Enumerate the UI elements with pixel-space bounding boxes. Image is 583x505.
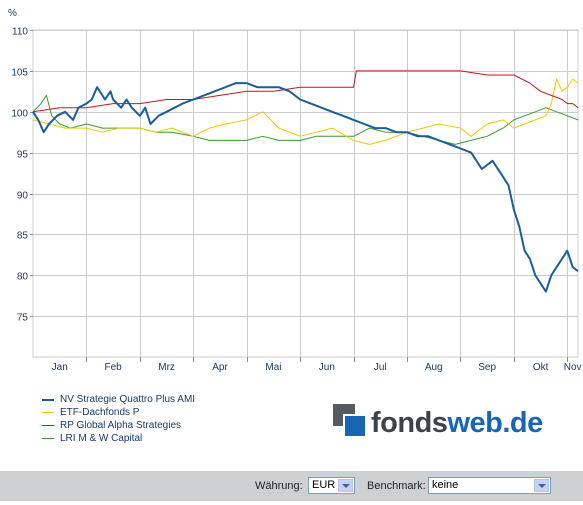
x-tick-label: Nov <box>564 362 582 373</box>
legend-item: NV Strategie Quattro Plus AMI <box>42 393 195 406</box>
legend-swatch-rp <box>42 425 54 426</box>
y-tick-label: 80 <box>17 272 29 283</box>
legend-swatch-lri <box>42 438 54 439</box>
y-tick-label: 100 <box>11 109 28 120</box>
y-tick-label: 90 <box>17 191 29 202</box>
fondsweb-logo: fondsweb.de <box>333 404 543 442</box>
legend-item: RP Global Alpha Strategies <box>42 419 195 432</box>
legend-label: LRI M & W Capital <box>60 433 143 444</box>
legend-label: NV Strategie Quattro Plus AMI <box>60 394 196 405</box>
axis-ticks: 75 80 85 90 95 100 105 110 Jan Feb Mrz Apr Mai Jun Jul… <box>11 27 581 374</box>
series-line <box>32 94 579 145</box>
currency-select[interactable]: EUR <box>308 477 355 494</box>
series-line <box>32 70 579 113</box>
legend-swatch-etf <box>42 412 54 413</box>
currency-value: EUR <box>312 479 336 491</box>
legend-swatch-nv <box>42 398 54 401</box>
y-axis-unit: % <box>8 8 17 19</box>
series-line <box>32 78 579 145</box>
y-tick-label: 110 <box>12 27 28 38</box>
plot-frame <box>32 29 579 358</box>
x-tick-label: Mrz <box>158 362 175 373</box>
x-tick-label: Jun <box>319 362 335 373</box>
chevron-down-icon[interactable] <box>338 479 353 492</box>
y-tick-label: 105 <box>11 68 28 79</box>
chart-grid <box>32 29 579 358</box>
chevron-down-icon[interactable] <box>534 479 549 492</box>
x-tick-label: Aug <box>425 362 443 373</box>
series-line <box>32 82 579 293</box>
chart-legend: NV Strategie Quattro Plus AMI ETF-Dachfo… <box>42 393 195 445</box>
x-tick-label: Mai <box>265 362 281 373</box>
legend-item: ETF-Dachfonds P <box>42 406 195 419</box>
controls-bar: Währung: EUR Benchmark: keine <box>0 471 583 501</box>
logo-mark-icon <box>333 404 365 436</box>
benchmark-label: Benchmark: <box>367 480 426 492</box>
y-tick-label: 75 <box>17 313 29 324</box>
x-tick-label: Sep <box>478 362 496 373</box>
x-tick-label: Jul <box>374 362 387 373</box>
x-tick-label: Okt <box>533 362 549 373</box>
y-tick-label: 95 <box>17 150 29 161</box>
currency-label: Währung: <box>255 480 303 492</box>
x-tick-label: Feb <box>105 362 123 373</box>
chart-series <box>32 70 579 293</box>
legend-label: RP Global Alpha Strategies <box>60 420 182 431</box>
y-tick-label: 85 <box>17 231 29 242</box>
legend-item: LRI M & W Capital <box>42 432 195 445</box>
x-tick-label: Jan <box>52 362 68 373</box>
benchmark-select[interactable]: keine <box>428 477 551 494</box>
legend-label: ETF-Dachfonds P <box>60 407 140 418</box>
performance-chart: % 75 80 85 90 95 100 105 110 Jan Feb Mrz Apr Mai Jun J… <box>8 8 582 374</box>
logo-text: fondsweb.de <box>371 407 543 439</box>
benchmark-value: keine <box>432 479 459 491</box>
x-tick-label: Apr <box>212 362 228 373</box>
